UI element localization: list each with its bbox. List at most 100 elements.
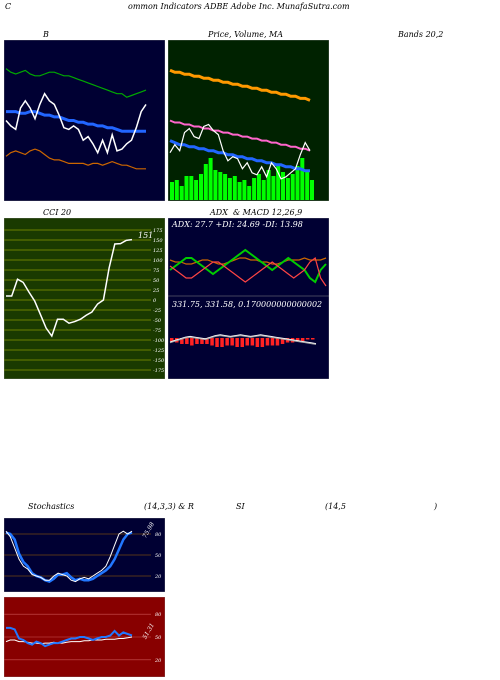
adx-lines <box>169 248 327 287</box>
stoch-tick-label: 50 <box>155 553 162 559</box>
macd-bar <box>245 338 249 346</box>
volume-bar <box>237 182 242 200</box>
cci-series-line <box>6 238 133 338</box>
volume-bar <box>261 180 266 200</box>
price-ma-label: Price, Volume, MA <box>208 30 284 39</box>
cci-tick-label: 100 <box>153 258 163 264</box>
volume-bar <box>184 176 189 200</box>
volume-bar <box>305 170 310 200</box>
rsi-line <box>6 626 133 648</box>
macd-bar <box>255 338 260 347</box>
cci-tick-label: 125 <box>153 248 163 254</box>
volume-bars <box>170 158 314 200</box>
macd-bar <box>235 338 239 347</box>
plus-di-line <box>169 248 327 284</box>
cci-tick-label: 150 <box>153 238 163 244</box>
cci-tick-label: 0 <box>153 298 157 304</box>
volume-bar <box>189 176 194 200</box>
stoch-label: Stochastics <box>28 502 75 511</box>
cci-tick-label: -100 <box>153 338 165 344</box>
rsi-tick-label: 20 <box>154 658 162 664</box>
macd-bar <box>185 338 189 344</box>
header-title: ommon Indicators ADBE Adobe Inc. MunafaS… <box>128 2 350 11</box>
volume-bar <box>247 186 252 200</box>
macd-signal-line <box>169 335 317 345</box>
brand-watermark: MunafaSutra.com <box>172 568 394 597</box>
macd-bar <box>300 338 305 341</box>
macd-bar <box>210 338 214 346</box>
bb-upper-line <box>5 68 147 98</box>
rsi-lines <box>5 626 133 648</box>
macd-lines <box>169 334 317 345</box>
bollinger-label: B <box>43 30 49 39</box>
volume-bar <box>199 174 203 200</box>
volume-bar <box>232 176 237 200</box>
macd-line <box>169 334 317 345</box>
macd-bar <box>180 338 184 344</box>
rsi-tick-label: 50 <box>155 635 162 641</box>
bb-middle-line <box>6 110 146 133</box>
macd-bar <box>280 338 285 344</box>
macd-bar <box>311 338 315 340</box>
ma-mid-line <box>169 119 311 152</box>
cci-tick-label: -150 <box>153 358 165 364</box>
volume-bar <box>170 182 174 200</box>
cci-tick-label: 50 <box>153 278 160 284</box>
macd-bar <box>190 338 194 346</box>
macd-bar <box>230 338 234 346</box>
volume-bar <box>252 178 257 200</box>
volume-bar <box>179 186 184 200</box>
volume-bar <box>266 170 271 200</box>
rsi-si-label: SI <box>236 502 245 511</box>
bollinger-lines <box>5 68 147 170</box>
macd-bar <box>295 338 300 341</box>
macd-bar <box>240 338 244 347</box>
volume-bar <box>271 176 276 200</box>
cci-label: CCI 20 <box>43 208 72 217</box>
macd-bar <box>270 338 275 346</box>
cci-value: 151 <box>138 231 153 240</box>
cci-tick-label: -25 <box>153 308 161 314</box>
cci-tick-label: 175 <box>153 228 163 234</box>
macd-bar <box>225 338 229 346</box>
cci-tick-label: -175 <box>153 368 164 374</box>
rsi-tick-label: 80 <box>155 612 162 618</box>
stoch-params-label: (14,3,3) & R <box>144 502 194 511</box>
macd-bar <box>170 338 174 341</box>
header-left: C <box>5 2 12 11</box>
adx-values: ADX: 27.7 +DI: 24.69 -DI: 13.98 <box>171 220 303 229</box>
cci-tick-label: -50 <box>153 318 162 324</box>
price-ma-panel <box>168 40 329 201</box>
macd-bar <box>275 338 280 346</box>
volume-bar <box>310 180 314 200</box>
volume-bar <box>300 158 305 200</box>
volume-bar <box>227 178 232 200</box>
volume-bar <box>276 164 281 200</box>
bollinger-panel <box>4 40 165 201</box>
macd-bar <box>220 338 224 347</box>
volume-bar <box>194 180 199 200</box>
cci-panel: 175 150 125 100 75 50 25 0 -25 -50 -75 -100 -125 -150… <box>4 218 165 379</box>
volume-bar <box>213 170 218 200</box>
macd-bar <box>260 338 265 347</box>
ma-short-line <box>169 139 310 173</box>
volume-bar <box>295 166 300 200</box>
price-line <box>169 123 311 180</box>
macd-bar <box>305 338 310 340</box>
cci-line <box>6 238 133 338</box>
adx-macd-label: ADX & MACD 12,26,9 <box>210 208 303 217</box>
ma-long-line <box>169 68 311 102</box>
cci-tick-label: -75 <box>153 328 161 334</box>
macd-bar <box>250 338 255 346</box>
stoch-d-line <box>5 530 133 583</box>
volume-bar <box>203 164 208 200</box>
stoch-tick-label: 80 <box>155 532 162 538</box>
macd-bar <box>215 338 219 347</box>
macd-bar <box>200 338 204 344</box>
macd-values: 331.75, 331.58, 0.170000000000002 <box>172 300 322 309</box>
adx-macd-panel: ADX: 27.7 +DI: 24.69 -DI: 13.98 331.75, … <box>168 218 329 379</box>
stochastics-lines <box>5 530 133 583</box>
cci-tick-label: 25 <box>152 288 159 294</box>
